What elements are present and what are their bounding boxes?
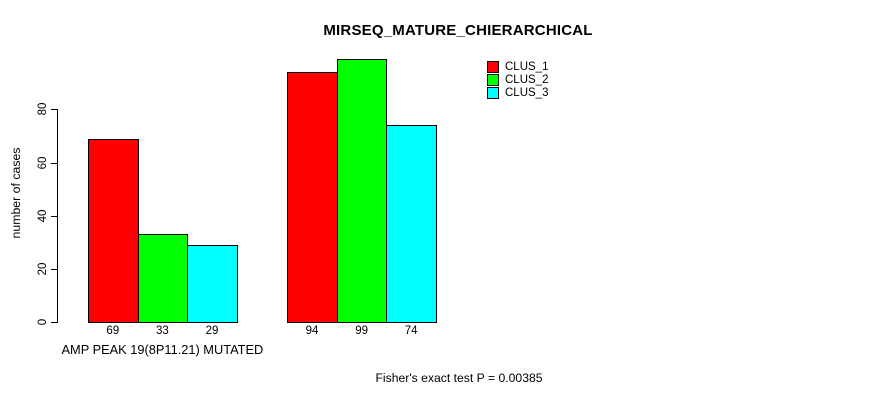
legend-swatch-icon (487, 86, 499, 99)
bar-value-label: 99 (355, 325, 368, 337)
bar-value-label: 74 (404, 325, 418, 337)
bar-clus_3 (386, 125, 437, 323)
bar-clus_2 (337, 59, 387, 323)
legend-label: CLUS_2 (505, 73, 549, 86)
y-tick-label: 40 (37, 209, 49, 223)
chart-title: MIRSEQ_MATURE_CHIERARCHICAL (323, 22, 593, 39)
x-category-label: AMP PEAK 19(8P11.21) MUTATED (61, 342, 264, 357)
y-axis-tick (51, 322, 57, 323)
bar-value-label: 69 (106, 325, 120, 337)
y-axis-tick (51, 109, 57, 111)
y-axis-line (57, 109, 58, 323)
bar-clus_2 (138, 234, 188, 323)
y-axis-tick (51, 268, 57, 270)
legend-item: CLUS_1 (487, 60, 548, 73)
legend-swatch-icon (487, 73, 499, 86)
y-tick-label: 0 (37, 318, 49, 326)
bar-value-label: 94 (305, 325, 319, 337)
y-tick-label: 80 (37, 103, 49, 116)
y-axis-tick (51, 162, 57, 164)
bar-clus_1 (287, 72, 338, 323)
legend-label: CLUS_3 (505, 86, 549, 99)
legend-item: CLUS_2 (487, 73, 548, 86)
legend: CLUS_1 CLUS_2 CLUS_3 (487, 60, 548, 99)
y-tick-label: 60 (37, 156, 49, 169)
bar-clus_1 (88, 138, 139, 323)
bar-value-label: 29 (205, 325, 219, 337)
legend-swatch-icon (487, 60, 499, 73)
legend-label: CLUS_1 (505, 60, 549, 73)
bar-clus_3 (187, 244, 238, 323)
footer-stat-text: Fisher's exact test P = 0.00385 (375, 371, 543, 385)
y-axis-tick (51, 215, 57, 217)
y-tick-label: 20 (37, 262, 49, 276)
legend-item: CLUS_3 (487, 86, 548, 99)
bar-value-label: 33 (155, 325, 169, 337)
